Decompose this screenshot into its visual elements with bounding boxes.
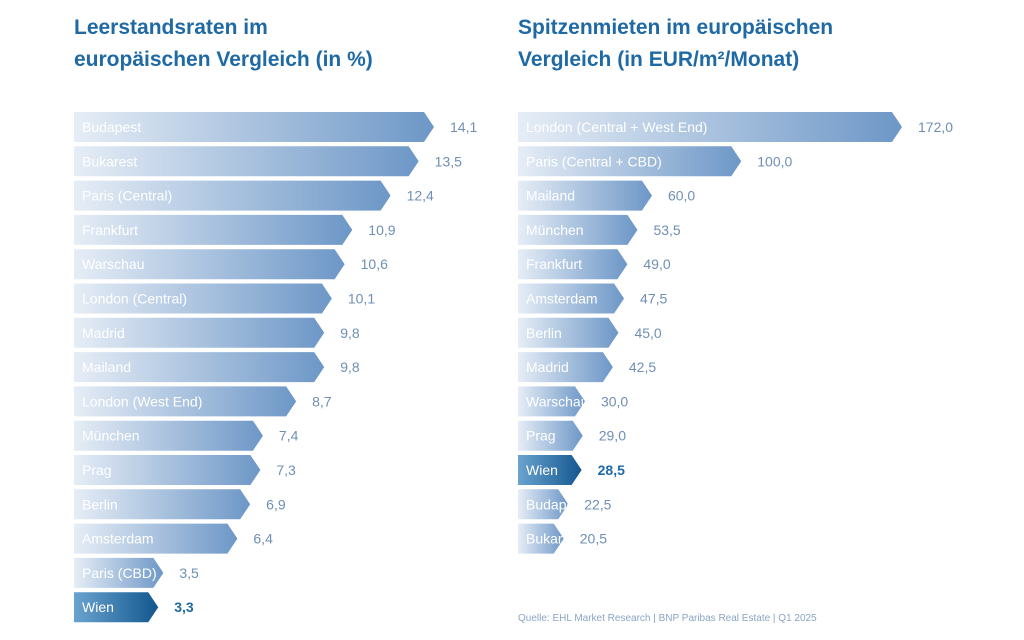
value-label-bukarest: 13,5	[435, 153, 462, 169]
bar-label-bukarest: Bukarest	[526, 531, 581, 547]
bar-muenchen	[74, 420, 263, 451]
bar-amsterdam	[74, 523, 238, 554]
bar-label-muenchen: München	[526, 222, 584, 238]
bar-amsterdam	[518, 283, 625, 314]
bar-label-prag: Prag	[526, 428, 556, 444]
bar-prag	[518, 420, 583, 451]
bar-london-central	[74, 283, 332, 314]
bar-label-madrid: Madrid	[526, 359, 569, 375]
value-label-muenchen: 7,4	[279, 428, 299, 444]
value-label-london-central: 10,1	[348, 291, 375, 307]
bar-label-paris-central: Paris (Central)	[82, 188, 172, 204]
bar-paris-cbd	[74, 557, 164, 588]
bar-label-bukarest: Bukarest	[82, 153, 137, 169]
bar-london-central-west-end	[518, 112, 902, 142]
bar-muenchen	[518, 214, 638, 245]
value-label-prag: 7,3	[276, 462, 296, 478]
bar-label-frankfurt: Frankfurt	[526, 256, 582, 272]
value-label-berlin: 45,0	[634, 325, 661, 341]
bar-berlin	[518, 317, 619, 348]
value-label-frankfurt: 49,0	[643, 256, 670, 272]
value-label-amsterdam: 6,4	[253, 531, 273, 547]
value-label-wien: 3,3	[174, 599, 194, 615]
bar-madrid	[74, 317, 325, 348]
bar-frankfurt	[74, 214, 353, 245]
value-label-paris-cbd: 3,5	[179, 565, 199, 581]
bar-frankfurt	[518, 249, 628, 280]
bar-label-berlin: Berlin	[526, 325, 562, 341]
bar-label-mailand: Mailand	[526, 188, 575, 204]
right-title-line-1: Spitzenmieten im europäischen	[518, 16, 834, 39]
bar-mailand	[518, 180, 652, 211]
value-label-budapest: 14,1	[450, 119, 477, 135]
value-label-warschau: 30,0	[601, 393, 628, 409]
bar-warschau	[518, 386, 585, 417]
bar-label-berlin: Berlin	[82, 496, 118, 512]
bar-label-prag: Prag	[82, 462, 112, 478]
bar-label-london-west-end: London (West End)	[82, 393, 202, 409]
bar-label-muenchen: München	[82, 428, 140, 444]
source-note: Quelle: EHL Market Research | BNP Pariba…	[518, 613, 817, 624]
right-chart-title: Spitzenmieten im europäischen Vergleich …	[518, 12, 833, 76]
left-title-line-2: europäischen Vergleich (in %)	[74, 48, 373, 71]
bar-label-budapest: Budapest	[82, 119, 141, 135]
left-title-line-1: Leerstandsraten im	[74, 16, 268, 39]
value-label-madrid: 9,8	[340, 325, 360, 341]
prime-rent-chart: London (Central + West End) 172,0 Paris (C…	[518, 112, 953, 554]
bar-madrid	[518, 352, 613, 383]
bar-label-amsterdam: Amsterdam	[526, 291, 598, 307]
bar-label-wien: Wien	[526, 462, 558, 478]
bar-label-amsterdam: Amsterdam	[82, 531, 154, 547]
bar-budapest	[518, 489, 569, 520]
bar-paris-central-cbd	[518, 146, 742, 177]
value-label-mailand: 60,0	[668, 188, 695, 204]
bar-bukarest	[518, 523, 564, 554]
bar-label-warschau: Warschau	[526, 393, 589, 409]
right-title-line-2: Vergleich (in EUR/m²/Monat)	[518, 48, 800, 71]
bar-label-london-central-west-end: London (Central + West End)	[526, 119, 707, 135]
bar-label-budapest: Budapest	[526, 496, 585, 512]
value-label-prag: 29,0	[599, 428, 626, 444]
value-label-madrid: 42,5	[629, 359, 656, 375]
vacancy-rate-chart: Budapest 14,1 Bukarest 13,5 Paris (Central) 1…	[74, 112, 477, 623]
bar-mailand	[74, 352, 325, 383]
left-chart-title: Leerstandsraten im europäischen Vergleic…	[74, 12, 373, 76]
bar-wien	[74, 592, 159, 623]
bar-warschau	[74, 249, 345, 280]
value-label-mailand: 9,8	[340, 359, 360, 375]
value-label-paris-central: 12,4	[407, 188, 434, 204]
bar-wien	[518, 455, 582, 485]
value-label-warschau: 10,6	[361, 256, 388, 272]
value-label-wien: 28,5	[598, 462, 625, 478]
bar-london-west-end	[74, 386, 297, 417]
bar-label-madrid: Madrid	[82, 325, 125, 341]
bar-label-paris-cbd: Paris (CBD)	[82, 565, 157, 581]
bar-prag	[74, 455, 261, 485]
bar-bukarest	[74, 146, 419, 177]
bar-budapest	[74, 112, 434, 142]
value-label-bukarest: 20,5	[580, 531, 607, 547]
bar-berlin	[74, 489, 251, 520]
bar-label-paris-central-cbd: Paris (Central + CBD)	[526, 153, 662, 169]
value-label-london-central-west-end: 172,0	[918, 119, 953, 135]
bar-label-london-central: London (Central)	[82, 291, 187, 307]
value-label-london-west-end: 8,7	[312, 393, 332, 409]
bar-label-mailand: Mailand	[82, 359, 131, 375]
value-label-berlin: 6,9	[266, 496, 286, 512]
bar-paris-central	[74, 180, 391, 211]
bar-label-warschau: Warschau	[82, 256, 145, 272]
value-label-muenchen: 53,5	[653, 222, 680, 238]
value-label-frankfurt: 10,9	[368, 222, 395, 238]
value-label-paris-central-cbd: 100,0	[757, 153, 792, 169]
value-label-budapest: 22,5	[584, 496, 611, 512]
bar-label-wien: Wien	[82, 599, 114, 615]
value-label-amsterdam: 47,5	[640, 291, 667, 307]
bar-label-frankfurt: Frankfurt	[82, 222, 138, 238]
